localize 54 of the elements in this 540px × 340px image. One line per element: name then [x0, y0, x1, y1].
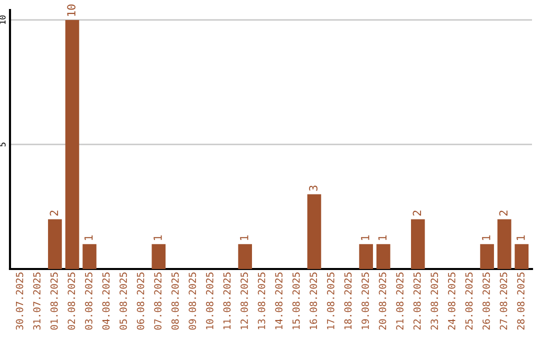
x-tick-label: 09.08.2025	[188, 272, 196, 330]
bar	[497, 219, 512, 269]
data-label: 2	[499, 210, 508, 216]
x-tick-label: 21.08.2025	[396, 272, 404, 330]
bar	[65, 20, 80, 269]
data-label: 1	[240, 235, 248, 240]
x-tick-label: 06.08.2025	[136, 272, 144, 330]
x-tick-label: 25.08.2025	[465, 272, 473, 330]
bar	[411, 219, 425, 269]
x-tick-label: 19.08.2025	[362, 272, 369, 330]
x-tick-label: 27.08.2025	[500, 272, 508, 330]
data-label: 2	[412, 210, 422, 216]
bar	[359, 244, 373, 269]
data-label: 1	[154, 235, 162, 240]
x-tick-label: 28.08.2025	[517, 272, 524, 330]
x-tick-label: 26.08.2025	[482, 272, 490, 330]
x-tick-label: 01.08.2025	[50, 272, 58, 330]
x-tick-label: 13.08.2025	[258, 272, 266, 330]
data-label: 1	[516, 235, 525, 240]
x-tick-label: 16.08.2025	[310, 272, 318, 330]
x-tick-label: 04.08.2025	[102, 272, 110, 330]
data-label: 10	[67, 4, 76, 16]
x-tick-label: 02.08.2025	[68, 272, 76, 330]
data-label: 3	[309, 186, 318, 191]
data-label: 1	[378, 235, 386, 240]
bar	[514, 244, 529, 269]
data-label: 2	[50, 210, 58, 216]
x-tick-label: 03.08.2025	[85, 272, 92, 330]
x-tick-label: 20.08.2025	[378, 272, 386, 330]
x-tick-label: 18.08.2025	[344, 272, 352, 330]
x-tick-label: 05.08.2025	[120, 272, 127, 330]
bar	[307, 194, 322, 269]
bar	[82, 244, 96, 269]
x-tick-label: 23.08.2025	[430, 272, 438, 330]
data-label: 1	[482, 235, 490, 240]
x-tick-label: 08.08.2025	[171, 272, 179, 330]
x-tick-label: 14.08.2025	[275, 272, 282, 330]
x-tick-label: 07.08.2025	[154, 272, 162, 330]
x-tick-label: 31.07.2025	[33, 272, 40, 330]
bar	[480, 244, 494, 269]
x-tick-label: 22.08.2025	[413, 272, 421, 330]
bar	[238, 244, 252, 269]
x-tick-label: 15.08.2025	[292, 272, 300, 330]
bar	[152, 244, 166, 269]
x-tick-label: 11.08.2025	[223, 272, 231, 330]
x-tick-label: 30.07.2025	[16, 272, 24, 330]
data-label: 1	[361, 235, 370, 240]
bar	[48, 219, 62, 269]
data-label: 1	[84, 235, 93, 240]
x-tick-label: 24.08.2025	[448, 272, 456, 330]
x-tick-label: 10.08.2025	[206, 272, 214, 330]
bar	[376, 244, 390, 269]
x-tick-label: 17.08.2025	[326, 272, 334, 330]
x-tick-label: 12.08.2025	[240, 272, 248, 330]
